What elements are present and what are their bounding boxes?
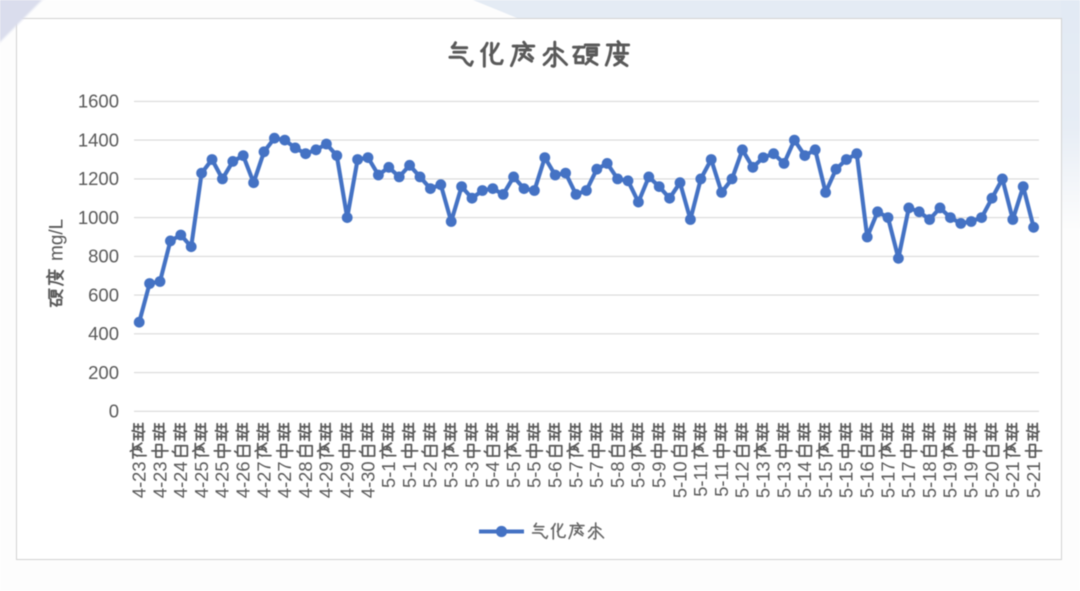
svg-text:5-11: 5-11 bbox=[711, 462, 732, 497]
svg-text:5-8: 5-8 bbox=[607, 462, 628, 488]
svg-text:5-11: 5-11 bbox=[690, 462, 711, 497]
svg-text:5-7: 5-7 bbox=[565, 462, 586, 488]
svg-text:5-19: 5-19 bbox=[940, 462, 961, 499]
svg-text:4-29: 4-29 bbox=[337, 462, 358, 499]
svg-text:5-2: 5-2 bbox=[420, 462, 441, 488]
svg-text:5-21: 5-21 bbox=[1002, 462, 1023, 499]
svg-text:1600: 1600 bbox=[78, 91, 119, 112]
svg-text:600: 600 bbox=[88, 284, 119, 305]
svg-text:5-17: 5-17 bbox=[898, 462, 919, 499]
svg-text:5-21: 5-21 bbox=[1023, 462, 1044, 499]
svg-text:5-16: 5-16 bbox=[857, 462, 878, 499]
svg-text:5-5: 5-5 bbox=[503, 462, 524, 488]
svg-text:5-9: 5-9 bbox=[628, 462, 649, 488]
svg-text:800: 800 bbox=[88, 246, 119, 267]
svg-text:mg/L: mg/L bbox=[47, 219, 68, 261]
svg-text:5-13: 5-13 bbox=[753, 462, 774, 499]
svg-text:5-14: 5-14 bbox=[794, 462, 815, 499]
svg-text:5-7: 5-7 bbox=[586, 462, 607, 488]
svg-text:5-19: 5-19 bbox=[961, 462, 982, 499]
svg-text:4-29: 4-29 bbox=[316, 462, 337, 499]
svg-text:4-23: 4-23 bbox=[129, 462, 150, 499]
svg-text:5-4: 5-4 bbox=[482, 462, 503, 488]
svg-text:4-24: 4-24 bbox=[170, 462, 191, 499]
svg-text:1400: 1400 bbox=[78, 129, 119, 150]
svg-text:4-25: 4-25 bbox=[212, 462, 233, 499]
svg-text:4-25: 4-25 bbox=[191, 462, 212, 499]
svg-text:4-26: 4-26 bbox=[233, 462, 254, 499]
svg-text:5-5: 5-5 bbox=[524, 462, 545, 488]
svg-text:4-27: 4-27 bbox=[274, 462, 295, 499]
svg-text:400: 400 bbox=[88, 323, 119, 344]
svg-text:5-15: 5-15 bbox=[815, 462, 836, 499]
svg-text:5-13: 5-13 bbox=[773, 462, 794, 499]
svg-text:5-3: 5-3 bbox=[441, 462, 462, 488]
svg-text:4-27: 4-27 bbox=[253, 462, 274, 499]
svg-text:5-12: 5-12 bbox=[732, 462, 753, 499]
svg-text:5-1: 5-1 bbox=[378, 462, 399, 488]
svg-text:4-30: 4-30 bbox=[357, 462, 378, 499]
svg-text:5-6: 5-6 bbox=[545, 462, 566, 488]
svg-text:200: 200 bbox=[88, 362, 119, 383]
svg-text:4-23: 4-23 bbox=[149, 462, 170, 499]
svg-text:5-18: 5-18 bbox=[919, 462, 940, 499]
svg-text:5-9: 5-9 bbox=[649, 462, 670, 488]
svg-text:5-1: 5-1 bbox=[399, 462, 420, 488]
svg-text:5-15: 5-15 bbox=[836, 462, 857, 499]
svg-text:1200: 1200 bbox=[78, 168, 119, 189]
svg-text:5-3: 5-3 bbox=[461, 462, 482, 488]
svg-text:1000: 1000 bbox=[78, 207, 119, 228]
svg-text:4-28: 4-28 bbox=[295, 462, 316, 499]
svg-text:5-17: 5-17 bbox=[877, 462, 898, 499]
svg-text:5-10: 5-10 bbox=[669, 462, 690, 499]
svg-text:0: 0 bbox=[109, 401, 119, 422]
svg-text:5-20: 5-20 bbox=[981, 462, 1002, 499]
